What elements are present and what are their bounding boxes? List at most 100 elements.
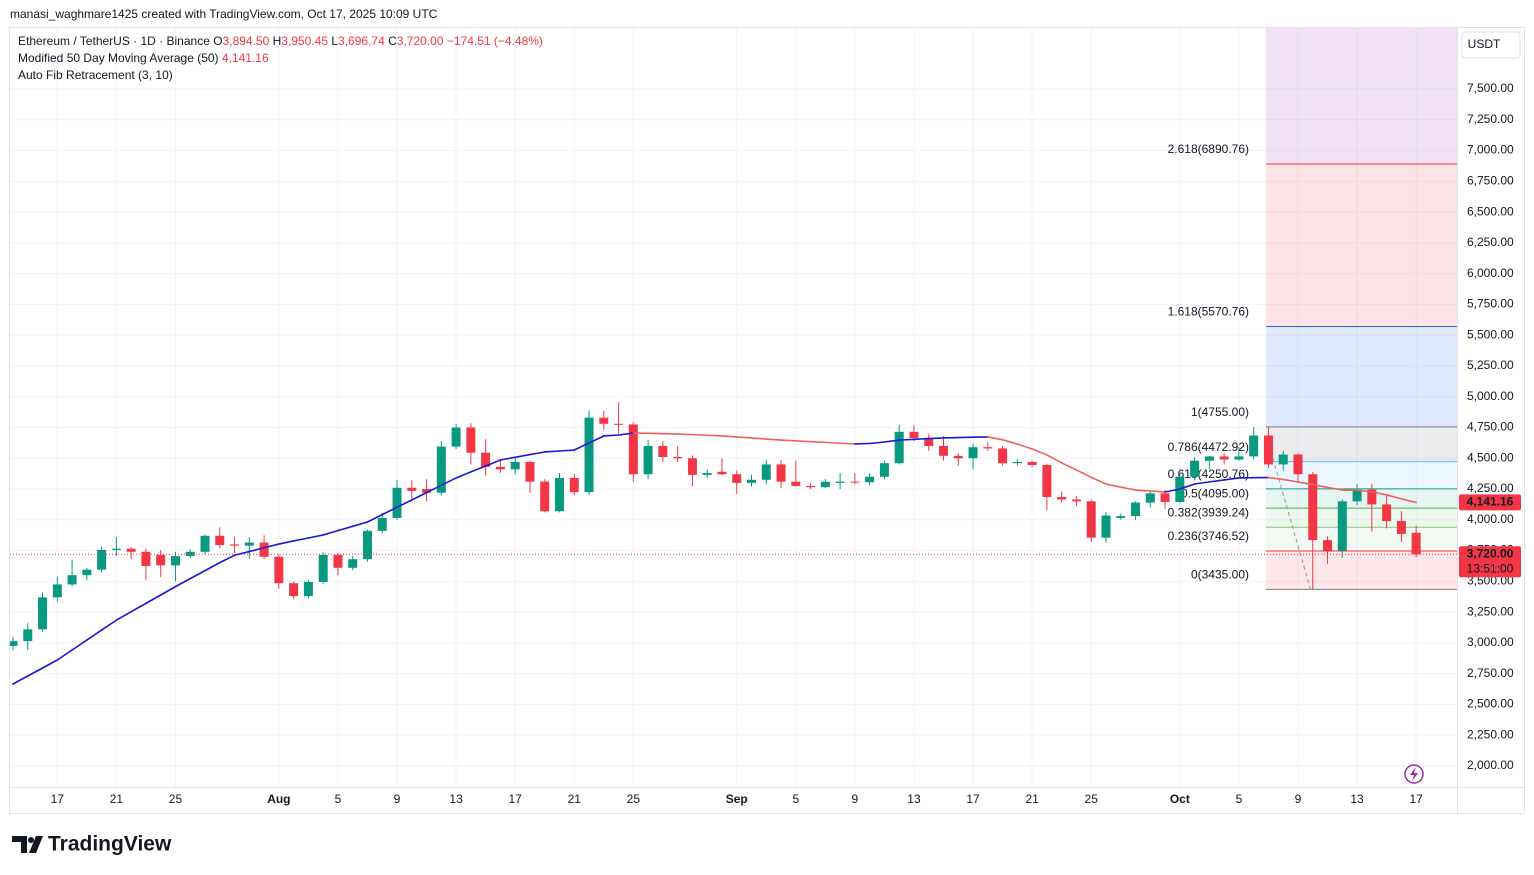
x-tick-label: 9 — [1295, 792, 1302, 806]
candle-body — [126, 548, 136, 552]
y-tick-label: 5,750.00 — [1467, 297, 1514, 311]
candle-body — [1396, 521, 1406, 534]
candle-body — [717, 471, 727, 475]
ma-segment — [1119, 486, 1137, 491]
ma-price-label: 4,141.16 — [1467, 495, 1514, 509]
candle-body — [1382, 504, 1392, 522]
candle-body — [879, 463, 889, 477]
fib-label: 0.5(4095.00) — [1181, 486, 1249, 500]
candle-body — [643, 445, 653, 475]
alert-icon[interactable] — [1404, 764, 1424, 784]
ma-segment — [410, 491, 428, 501]
ma-segment — [115, 610, 132, 621]
candle-body — [820, 481, 830, 488]
candle-body — [362, 530, 372, 560]
legend-symbol: Ethereum / TetherUS · 1D · Binance O3,89… — [18, 34, 543, 48]
candle-body — [525, 461, 535, 482]
ma-segment — [735, 436, 753, 439]
y-tick-label: 5,250.00 — [1467, 358, 1514, 372]
ma-segment — [499, 456, 516, 461]
candle-body — [10, 641, 18, 646]
candle-body — [436, 446, 446, 493]
ma-segment — [159, 585, 177, 596]
ma-name: Modified 50 Day Moving Average (50) — [18, 51, 219, 65]
ma-segment — [145, 594, 162, 605]
candle-body — [1116, 516, 1126, 518]
candle-body — [569, 477, 579, 493]
candle-body — [747, 479, 756, 483]
ohlc: O3,894.50 H3,950.45 L3,696.74 C3,720.00 — [213, 34, 447, 48]
candle-body — [141, 551, 151, 566]
y-tick-label: 2,000.00 — [1467, 758, 1514, 772]
candle-body — [1337, 501, 1347, 551]
x-tick-label: 13 — [907, 792, 921, 806]
candle-body — [111, 548, 121, 550]
y-tick-label: 6,250.00 — [1467, 235, 1514, 249]
ma-segment — [765, 438, 782, 441]
ma-segment — [1356, 489, 1373, 493]
candle-body — [599, 417, 609, 424]
ma-segment — [558, 449, 576, 452]
x-tick-label: Oct — [1170, 792, 1190, 806]
x-tick-label: 25 — [1085, 792, 1099, 806]
ma-segment — [514, 453, 531, 459]
candle-body — [776, 464, 786, 482]
fib-label: 2.618(6890.76) — [1168, 142, 1249, 156]
ma-segment — [1267, 476, 1285, 481]
candle-body — [687, 458, 697, 475]
candle-body — [953, 455, 963, 459]
ma-segment — [1311, 483, 1329, 489]
candle-body — [614, 423, 624, 425]
fib-label: 0.618(4250.76) — [1168, 467, 1249, 481]
x-tick-label: 13 — [1350, 792, 1364, 806]
candle-body — [23, 629, 33, 642]
moving-average — [12, 432, 1417, 685]
fib-trend-line — [1266, 437, 1312, 592]
y-tick-label: 2,750.00 — [1467, 666, 1514, 680]
y-tick-label: 3,250.00 — [1467, 604, 1514, 618]
ohlc-key: O — [213, 34, 223, 48]
ma-segment — [381, 506, 398, 516]
x-tick-label: 13 — [449, 792, 463, 806]
candle-body — [554, 477, 564, 512]
candle-body — [791, 481, 801, 486]
y-tick-label: 3,000.00 — [1467, 635, 1514, 649]
currency-box[interactable] — [1461, 31, 1521, 59]
ma-segment — [1016, 443, 1033, 450]
ma-segment — [1164, 488, 1181, 493]
ohlc-value: 3,720.00 — [396, 34, 444, 48]
brand-logo: TradingView — [12, 833, 172, 856]
candle-body — [318, 554, 328, 582]
candle-body — [200, 535, 210, 552]
candle-body — [451, 427, 461, 447]
ma-segment — [12, 675, 29, 685]
candle-body — [52, 584, 62, 598]
ma-segment — [218, 554, 236, 564]
y-tick-label: 4,250.00 — [1467, 481, 1514, 495]
ma-segment — [1208, 479, 1225, 483]
fib-label: 1(4755.00) — [1191, 405, 1249, 419]
grid — [10, 27, 1457, 787]
ohlc-key: H — [272, 34, 282, 48]
candle-body — [1190, 460, 1200, 477]
ma-segment — [278, 540, 295, 545]
candle-body — [761, 464, 771, 480]
y-tick-label: 6,000.00 — [1467, 266, 1514, 280]
ma-segment — [1075, 469, 1093, 479]
ma-segment — [898, 438, 915, 441]
ma-segment — [1090, 476, 1107, 485]
x-tick-label: 21 — [110, 792, 124, 806]
y-tick-label: 2,250.00 — [1467, 727, 1514, 741]
fib-zone — [1266, 326, 1457, 427]
candle-body — [1071, 499, 1081, 502]
ma-segment — [233, 550, 251, 557]
x-tick-label: 17 — [966, 792, 980, 806]
ma-segment — [543, 450, 561, 453]
ma-segment — [1046, 454, 1063, 464]
ma-segment — [588, 435, 605, 444]
brand-name: TradingView — [48, 833, 172, 856]
x-tick-label: 17 — [51, 792, 65, 806]
candle-body — [1012, 461, 1022, 464]
ma-segment — [883, 439, 901, 443]
